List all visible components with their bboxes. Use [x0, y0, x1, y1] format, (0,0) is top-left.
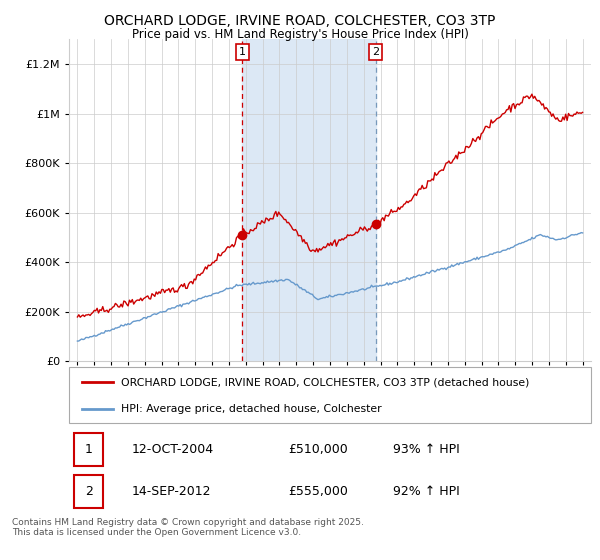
Text: 92% ↑ HPI: 92% ↑ HPI [392, 485, 460, 498]
Text: 2: 2 [85, 485, 92, 498]
Text: 2: 2 [372, 47, 379, 57]
Text: £555,000: £555,000 [288, 485, 348, 498]
Text: HPI: Average price, detached house, Colchester: HPI: Average price, detached house, Colc… [121, 404, 382, 414]
Text: 14-SEP-2012: 14-SEP-2012 [131, 485, 211, 498]
Bar [242, 39, 376, 361]
Bar [74, 432, 103, 466]
Text: 1: 1 [85, 443, 92, 456]
Text: 93% ↑ HPI: 93% ↑ HPI [392, 443, 460, 456]
Text: Price paid vs. HM Land Registry's House Price Index (HPI): Price paid vs. HM Land Registry's House … [131, 28, 469, 41]
Text: Contains HM Land Registry data © Crown copyright and database right 2025.
This d: Contains HM Land Registry data © Crown c… [12, 518, 364, 538]
Text: ORCHARD LODGE, IRVINE ROAD, COLCHESTER, CO3 3TP: ORCHARD LODGE, IRVINE ROAD, COLCHESTER, … [104, 14, 496, 28]
Text: ORCHARD LODGE, IRVINE ROAD, COLCHESTER, CO3 3TP (detached house): ORCHARD LODGE, IRVINE ROAD, COLCHESTER, … [121, 377, 530, 388]
Text: £510,000: £510,000 [288, 443, 348, 456]
Text: 1: 1 [239, 47, 246, 57]
Bar [74, 475, 103, 508]
Text: 12-OCT-2004: 12-OCT-2004 [131, 443, 214, 456]
